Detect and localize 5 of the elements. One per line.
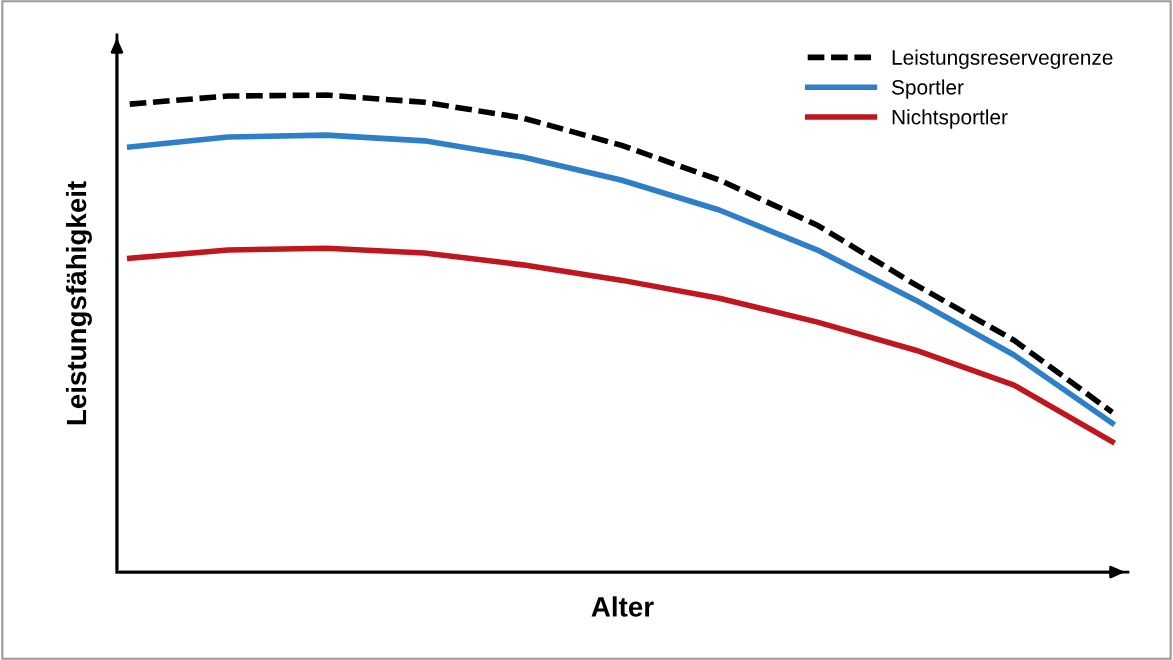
x-axis-title: Alter	[591, 596, 654, 617]
legend-label: Nichtsportler	[892, 109, 1008, 129]
legend-label: Sportler	[891, 79, 964, 99]
legend-label: Leistungsreservegrenze	[892, 49, 1113, 69]
y-axis-title: Leistungsfähigkeit	[65, 181, 92, 425]
